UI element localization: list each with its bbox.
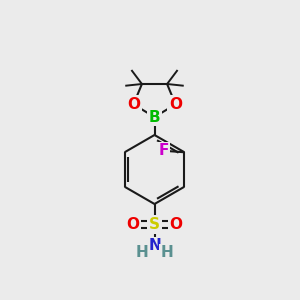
Text: N: N — [148, 238, 161, 253]
Text: O: O — [126, 217, 140, 232]
Text: F: F — [158, 143, 169, 158]
Text: O: O — [169, 97, 182, 112]
Text: H: H — [135, 245, 148, 260]
Text: O: O — [169, 217, 183, 232]
Text: O: O — [127, 97, 140, 112]
Text: B: B — [149, 110, 160, 124]
Text: S: S — [149, 217, 160, 232]
Text: H: H — [161, 245, 174, 260]
